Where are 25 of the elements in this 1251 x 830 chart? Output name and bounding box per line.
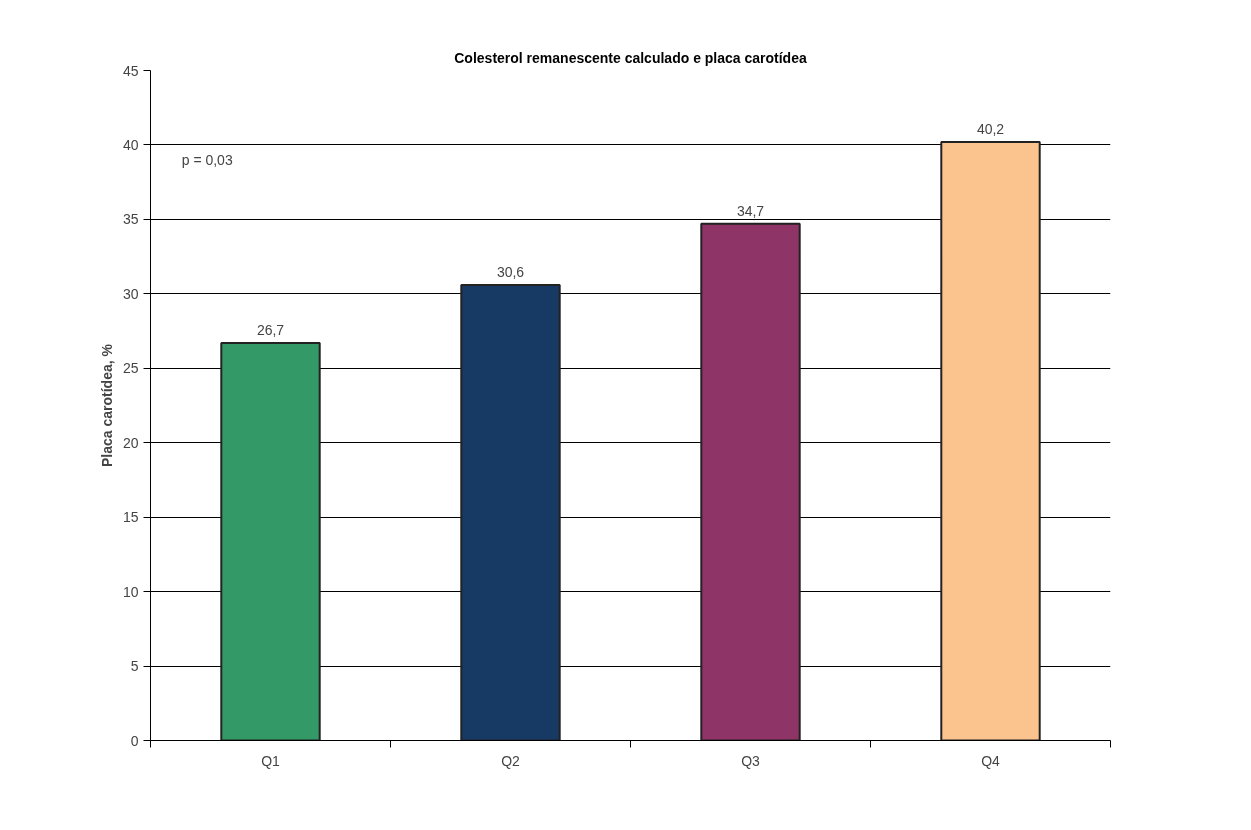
- y-tick-label: 20: [122, 434, 139, 451]
- bar: [220, 341, 321, 741]
- bar: [940, 140, 1041, 741]
- annotation: p = 0,03: [181, 151, 233, 168]
- y-tick-label: 30: [122, 285, 139, 302]
- data-label: 40,2: [976, 120, 1005, 137]
- y-tick-label: 0: [130, 732, 139, 749]
- x-tick-label: Q4: [981, 752, 1001, 769]
- y-tick-label: 40: [122, 136, 139, 153]
- chart-title: Colesterol remanescente calculado e placa carotídea: [454, 49, 807, 66]
- y-tick-label: 35: [122, 211, 139, 228]
- y-tick-label: 45: [122, 62, 139, 79]
- y-tick-label: 10: [122, 583, 139, 600]
- y-tick-label: 25: [122, 360, 139, 377]
- bar: [460, 283, 561, 741]
- bar: [700, 222, 801, 741]
- data-label: 30,6: [496, 263, 525, 280]
- y-tick-label: 15: [122, 509, 139, 526]
- x-tick-label: Q1: [261, 752, 281, 769]
- data-label: 34,7: [736, 202, 765, 219]
- x-tick-label: Q3: [741, 752, 761, 769]
- y-axis-title: Placa carotídea, %: [98, 343, 115, 467]
- data-label: 26,7: [256, 321, 285, 338]
- y-tick-label: 5: [130, 658, 139, 675]
- x-tick-label: Q2: [501, 752, 521, 769]
